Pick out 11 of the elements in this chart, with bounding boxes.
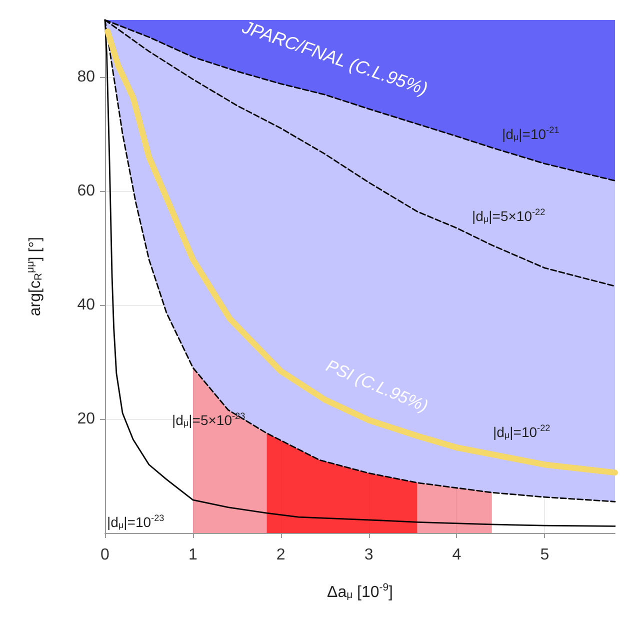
y-tick-label: 40	[77, 296, 96, 314]
y-tick-label: 80	[77, 68, 96, 86]
y-tick-label: 60	[77, 182, 96, 200]
x-tick-label: 5	[540, 546, 550, 564]
x-tick-label: 0	[100, 546, 110, 564]
y-tick-label: 20	[77, 410, 96, 428]
y-axis-title: arg[cRμμ] [°]	[26, 236, 44, 316]
x-tick-label: 3	[364, 546, 374, 564]
x-tick-label: 4	[452, 546, 462, 564]
x-tick-label: 1	[188, 546, 198, 564]
x-tick-label: 2	[276, 546, 286, 564]
